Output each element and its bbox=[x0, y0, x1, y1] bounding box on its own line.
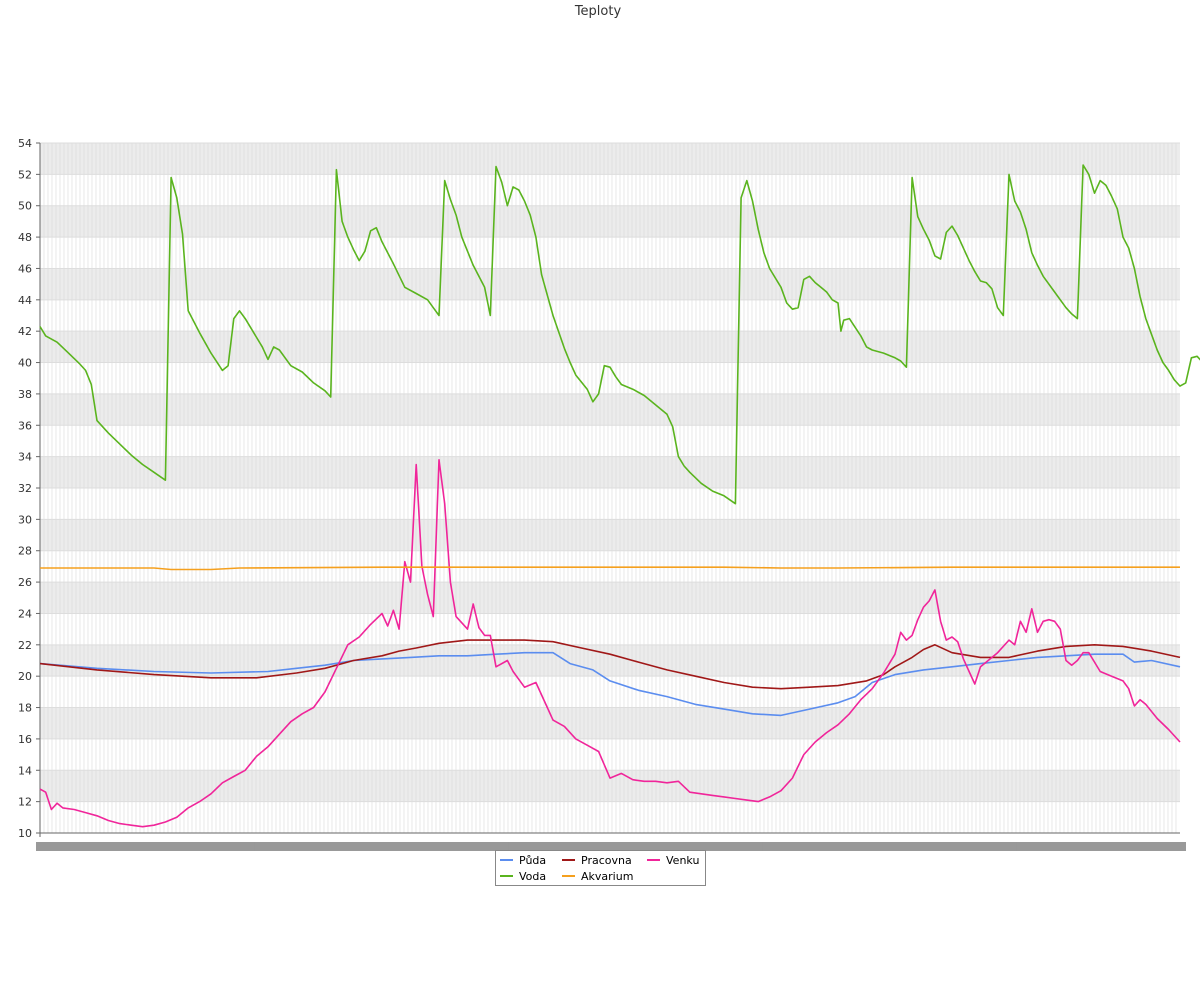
legend-label: Akvarium bbox=[581, 870, 633, 883]
y-tick-label: 32 bbox=[18, 482, 32, 495]
plot-background bbox=[40, 143, 1180, 833]
plot-band bbox=[40, 613, 1180, 645]
plot-band bbox=[40, 456, 1180, 488]
legend-label: Pracovna bbox=[581, 854, 632, 867]
plot-band bbox=[40, 205, 1180, 238]
series-voda bbox=[39, 164, 1200, 505]
series-lines bbox=[39, 164, 1200, 828]
plot-band bbox=[40, 268, 1180, 300]
legend-label: Venku bbox=[666, 854, 699, 867]
series-akvarium bbox=[40, 566, 1180, 571]
plot-band bbox=[40, 299, 1180, 332]
plot-band bbox=[40, 801, 1180, 833]
series-venku bbox=[39, 459, 1181, 828]
plot-band bbox=[40, 237, 1180, 269]
y-tick-label: 20 bbox=[18, 670, 32, 683]
y-tick-label: 24 bbox=[18, 607, 32, 620]
y-tick-label: 10 bbox=[18, 827, 32, 840]
plot-band bbox=[40, 143, 1180, 175]
plot-band bbox=[40, 331, 1180, 363]
chart-title: Teploty bbox=[574, 4, 622, 19]
y-tick-label: 16 bbox=[18, 733, 32, 746]
plot-band bbox=[40, 174, 1180, 206]
y-tick-label: 34 bbox=[18, 451, 32, 464]
axes bbox=[36, 143, 1186, 851]
y-axis-ticks: 10 12 14 16 18 20 22 24 26 28 30 32 34 36 38 40 42 44 46 48… bbox=[18, 137, 40, 840]
plot-band bbox=[40, 707, 1180, 739]
y-tick-label: 38 bbox=[18, 388, 32, 401]
y-tick-label: 54 bbox=[18, 137, 32, 150]
y-tick-label: 48 bbox=[18, 231, 32, 244]
plot-band bbox=[40, 425, 1180, 457]
y-tick-label: 36 bbox=[18, 419, 32, 432]
series-pracovna bbox=[39, 639, 1181, 690]
plot-band bbox=[40, 519, 1180, 551]
plot-band bbox=[40, 644, 1180, 677]
plot-band bbox=[40, 393, 1180, 426]
y-tick-label: 42 bbox=[18, 325, 32, 338]
y-tick-label: 52 bbox=[18, 168, 32, 181]
y-tick-label: 46 bbox=[18, 262, 32, 275]
legend: Půda Pracovna Venku Voda Akvarium bbox=[495, 850, 706, 886]
y-tick-label: 40 bbox=[18, 357, 32, 370]
plot-band bbox=[40, 582, 1180, 614]
y-tick-label: 44 bbox=[18, 294, 32, 307]
y-tick-label: 50 bbox=[18, 200, 32, 213]
legend-label: Voda bbox=[519, 870, 546, 883]
y-tick-label: 18 bbox=[18, 702, 32, 715]
y-tick-label: 28 bbox=[18, 545, 32, 558]
y-tick-label: 26 bbox=[18, 576, 32, 589]
plot-band bbox=[40, 488, 1180, 520]
y-tick-label: 22 bbox=[18, 639, 32, 652]
y-tick-label: 14 bbox=[18, 764, 32, 777]
legend-box bbox=[495, 850, 706, 886]
y-tick-label: 30 bbox=[18, 513, 32, 526]
plot-band bbox=[40, 738, 1180, 771]
y-tick-label: 12 bbox=[18, 796, 32, 809]
legend-label: Půda bbox=[519, 854, 546, 867]
grid-lines bbox=[40, 142, 1180, 834]
plot-band bbox=[40, 770, 1180, 802]
